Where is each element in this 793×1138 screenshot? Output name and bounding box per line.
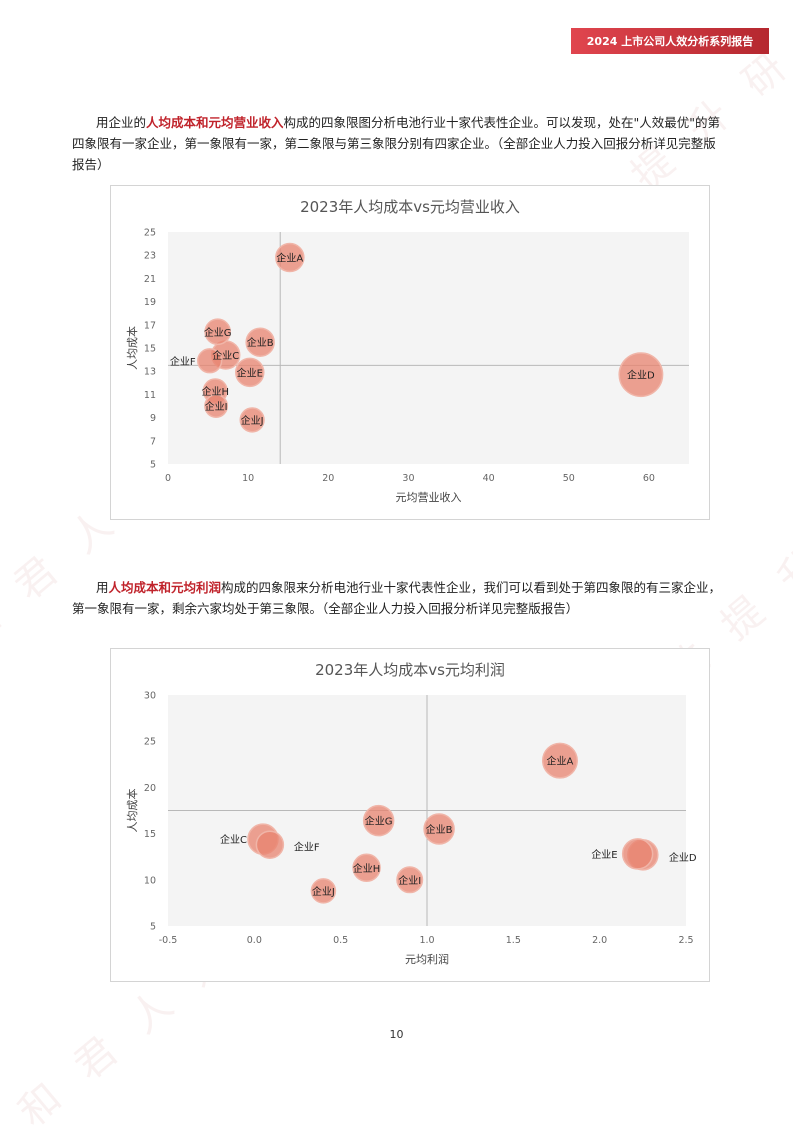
y-tick-label: 9	[150, 413, 156, 424]
report-header-bar: 2024 上市公司人效分析系列报告	[571, 28, 769, 54]
bubble-label: 企业G	[204, 326, 232, 339]
para1-rest: 构成的四象限图分析电池行业十家代表性企业。可以发现，处在"人效最优"的第四象限有…	[72, 115, 721, 172]
bubble-企业D	[618, 352, 664, 398]
x-tick-label: 50	[563, 473, 575, 484]
bubble-企业G	[362, 804, 395, 837]
bubble-label: 企业D	[627, 369, 655, 382]
x-tick-label: 1.0	[419, 935, 434, 946]
y-tick-label: 5	[150, 922, 156, 933]
para1-highlight: 人均成本和元均营业收入	[146, 115, 284, 130]
y-tick-label: 25	[144, 737, 156, 748]
bubble-label: 企业F	[170, 355, 196, 368]
y-tick-label: 10	[144, 875, 156, 886]
bubble-label: 企业F	[294, 841, 320, 854]
y-tick-label: 15	[144, 829, 156, 840]
y-tick-label: 25	[144, 228, 156, 239]
bubble-label: 企业I	[398, 874, 421, 887]
bubble-企业J	[310, 878, 337, 904]
x-axis-title: 元均营业收入	[396, 490, 462, 504]
y-tick-label: 15	[144, 344, 156, 355]
x-tick-label: 2.5	[678, 935, 693, 946]
bubble-label: 企业E	[591, 848, 617, 861]
paragraph-profit: 用人均成本和元均利润构成的四象限来分析电池行业十家代表性企业，我们可以看到处于第…	[72, 577, 722, 619]
bubble-企业F	[255, 830, 285, 859]
y-tick-label: 21	[144, 274, 156, 285]
x-tick-label: 40	[483, 473, 495, 484]
bubble-企业B	[245, 327, 275, 357]
bubble-企业J	[239, 407, 265, 433]
bubble-label: 企业C	[212, 349, 239, 362]
x-tick-label: 2.0	[592, 935, 607, 946]
x-tick-label: 60	[643, 473, 655, 484]
bubble-label: 企业B	[426, 823, 453, 836]
y-axis-title: 人均成本	[125, 326, 139, 370]
chart-profit-title: 2023年人均成本vs元均利润	[315, 661, 505, 679]
x-tick-label: 0.5	[333, 935, 348, 946]
bubble-企业H	[352, 853, 381, 883]
y-axis-title: 人均成本	[125, 789, 139, 833]
bubble-企业I	[396, 866, 424, 894]
bubble-label: 企业J	[241, 414, 264, 427]
x-tick-label: 20	[322, 473, 334, 484]
y-tick-label: 20	[144, 783, 156, 794]
bubble-企业I	[204, 394, 229, 418]
y-tick-label: 5	[150, 460, 156, 471]
x-tick-label: 30	[402, 473, 414, 484]
y-tick-label: 7	[150, 436, 156, 447]
bubble-label: 企业H	[202, 385, 230, 398]
x-tick-label: 0	[165, 473, 171, 484]
bubble-label: 企业B	[247, 336, 274, 349]
y-tick-label: 30	[144, 691, 156, 702]
bubble-label: 企业D	[669, 851, 697, 864]
y-tick-label: 13	[144, 367, 156, 378]
x-tick-label: 10	[242, 473, 254, 484]
chart-revenue: 2023年人均成本vs元均营业收入 0 10 20 30 40 50 60 5 7 9 11 13 15…	[110, 185, 710, 520]
para2-lead: 用	[96, 580, 109, 595]
bubble-label: 企业A	[547, 755, 574, 768]
bubble-label: 企业I	[205, 400, 228, 413]
bubble-企业A	[275, 242, 305, 273]
bubble-label: 企业H	[353, 862, 381, 875]
para2-highlight: 人均成本和元均利润	[108, 580, 222, 595]
x-tick-label: 0.0	[247, 935, 262, 946]
bubble-label: 企业A	[276, 252, 303, 265]
chart-profit-plot: -0.5 0.0 0.5 1.0 1.5 2.0 2.5 5 10 15 20 25 30 元均利润 人均成…	[125, 691, 697, 967]
bubble-企业B	[423, 813, 455, 845]
bubble-label: 企业J	[312, 885, 335, 898]
y-tick-label: 19	[144, 297, 156, 308]
chart-revenue-title: 2023年人均成本vs元均营业收入	[300, 198, 520, 216]
y-tick-label: 17	[144, 320, 156, 331]
bubble-企业E	[235, 357, 265, 388]
para2-rest: 构成的四象限来分析电池行业十家代表性企业，我们可以看到处于第四象限的有三家企业，…	[72, 580, 722, 616]
paragraph-revenue: 用企业的人均成本和元均营业收入构成的四象限图分析电池行业十家代表性企业。可以发现…	[72, 112, 722, 175]
chart-profit: 2023年人均成本vs元均利润 -0.5 0.0 0.5 1.0 1.5 2.0 2.5 5 1…	[110, 648, 710, 982]
y-tick-label: 11	[144, 390, 156, 401]
para1-lead: 用企业的	[96, 115, 147, 130]
x-axis-title: 元均利润	[405, 952, 449, 966]
y-tick-label: 23	[144, 251, 156, 262]
bubble-企业G	[204, 318, 232, 346]
bubble-企业F	[197, 348, 223, 374]
x-tick-label: 1.5	[506, 935, 521, 946]
bubble-企业E	[621, 838, 654, 870]
chart-revenue-plot: 0 10 20 30 40 50 60 5 7 9 11 13 15 17 19 21 23 25 元均营业收入 人均…	[125, 228, 689, 504]
bubble-label: 企业E	[237, 366, 263, 379]
bubble-企业A	[541, 742, 578, 779]
x-tick-label: -0.5	[159, 935, 178, 946]
page-number: 10	[389, 1028, 404, 1041]
bubble-label: 企业G	[365, 815, 393, 828]
bubble-label: 企业C	[220, 833, 247, 846]
